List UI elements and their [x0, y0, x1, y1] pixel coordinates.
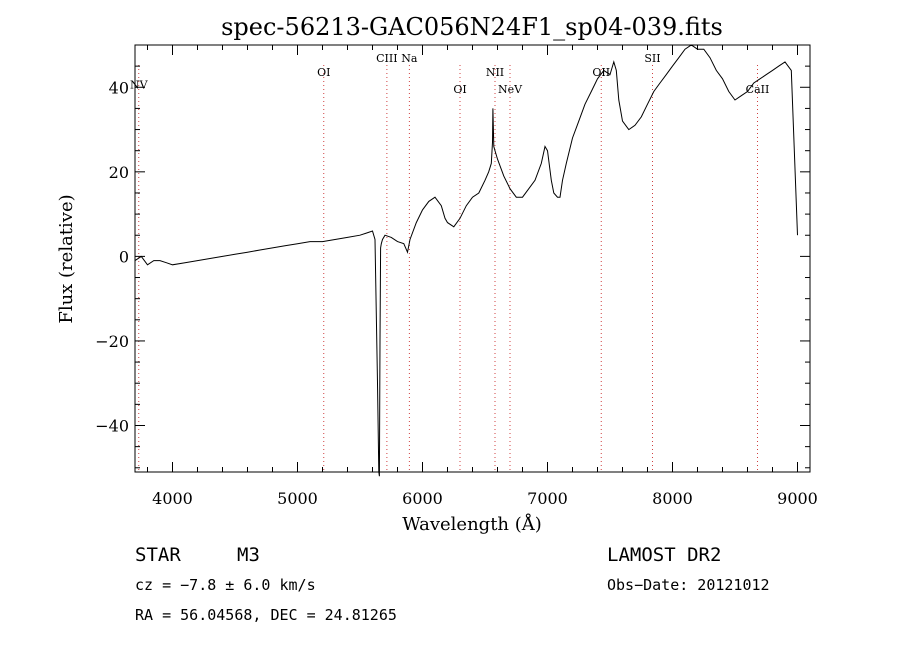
- x-axis-label: Wavelength (Å): [402, 513, 542, 535]
- marker-label-6: NeV: [498, 83, 523, 96]
- chart-title: spec-56213-GAC056N24F1_sp04-039.fits: [221, 13, 723, 41]
- marker-label-0: NV: [130, 79, 149, 92]
- marker-label-4: OI: [453, 83, 466, 96]
- survey-name: LAMOST DR2: [607, 544, 721, 566]
- x-tick-label-4: 8000: [652, 489, 693, 508]
- x-tick-label-5: 9000: [777, 489, 818, 508]
- x-tick-label-2: 6000: [402, 489, 443, 508]
- y-axis-label: Flux (relative): [56, 194, 77, 323]
- marker-label-3: Na: [401, 52, 418, 65]
- marker-label-1: OI: [317, 66, 330, 79]
- y-tick-label-1: −20: [95, 332, 129, 351]
- marker-label-2: CIII: [376, 52, 397, 65]
- object-class: STAR: [135, 544, 181, 566]
- velocity-line: cz = −7.8 ± 6.0 km/s: [135, 576, 316, 594]
- y-tick-label-2: 0: [119, 247, 129, 266]
- x-axis: 4000 5000 6000 7000 8000 9000: [147, 45, 818, 508]
- marker-label-8: SII: [644, 52, 660, 65]
- x-tick-label-1: 5000: [277, 489, 318, 508]
- plot-frame: [134, 44, 811, 473]
- spectrum-line: [134, 44, 798, 477]
- observation-date: Obs−Date: 20121012: [607, 576, 770, 594]
- coordinates: RA = 56.04568, DEC = 24.81265: [135, 606, 397, 624]
- y-tick-label-0: −40: [95, 416, 129, 435]
- y-tick-label-4: 40: [109, 78, 129, 97]
- y-axis: −40 −20 0 20 40: [95, 44, 810, 469]
- x-tick-label-3: 7000: [527, 489, 568, 508]
- object-subclass: M3: [237, 544, 260, 566]
- marker-label-5: NII: [486, 66, 504, 79]
- x-tick-label-0: 4000: [152, 489, 193, 508]
- y-tick-label-3: 20: [109, 163, 129, 182]
- marker-label-7: OII: [592, 66, 610, 79]
